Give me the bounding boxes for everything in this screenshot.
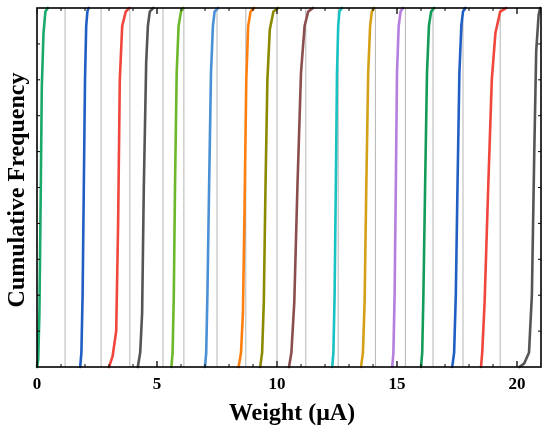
series-line-12: [390, 6, 405, 369]
series-line-2: [78, 6, 90, 369]
series-line-14: [450, 6, 467, 369]
series-line-1: [35, 6, 50, 369]
series-line-9: [287, 6, 315, 369]
series-group: [35, 6, 542, 369]
series-line-5: [170, 6, 185, 369]
series-line-3: [107, 6, 131, 369]
grid-lines: [64, 8, 501, 367]
series-line-6: [203, 6, 220, 369]
series-line-13: [419, 6, 436, 369]
x-ticks: 0 5 10 15 20: [33, 8, 526, 393]
x-axis-label: Weight (μA): [229, 400, 355, 426]
series-line-8: [258, 6, 280, 369]
series-line-16: [518, 6, 542, 369]
x-tick-label: 20: [509, 374, 526, 393]
series-line-10: [330, 6, 344, 369]
x-tick-label: 0: [33, 374, 42, 393]
series-line-4: [136, 6, 155, 369]
x-tick-label: 10: [269, 374, 286, 393]
series-line-15: [479, 6, 508, 369]
x-tick-label: 15: [389, 374, 406, 393]
plot-frame: [36, 7, 542, 368]
series-line-7: [237, 6, 256, 369]
series-line-11: [359, 6, 376, 369]
x-tick-label: 5: [153, 374, 162, 393]
y-axis-label: Cumulative Frequency: [4, 73, 30, 308]
axes: [36, 7, 542, 368]
